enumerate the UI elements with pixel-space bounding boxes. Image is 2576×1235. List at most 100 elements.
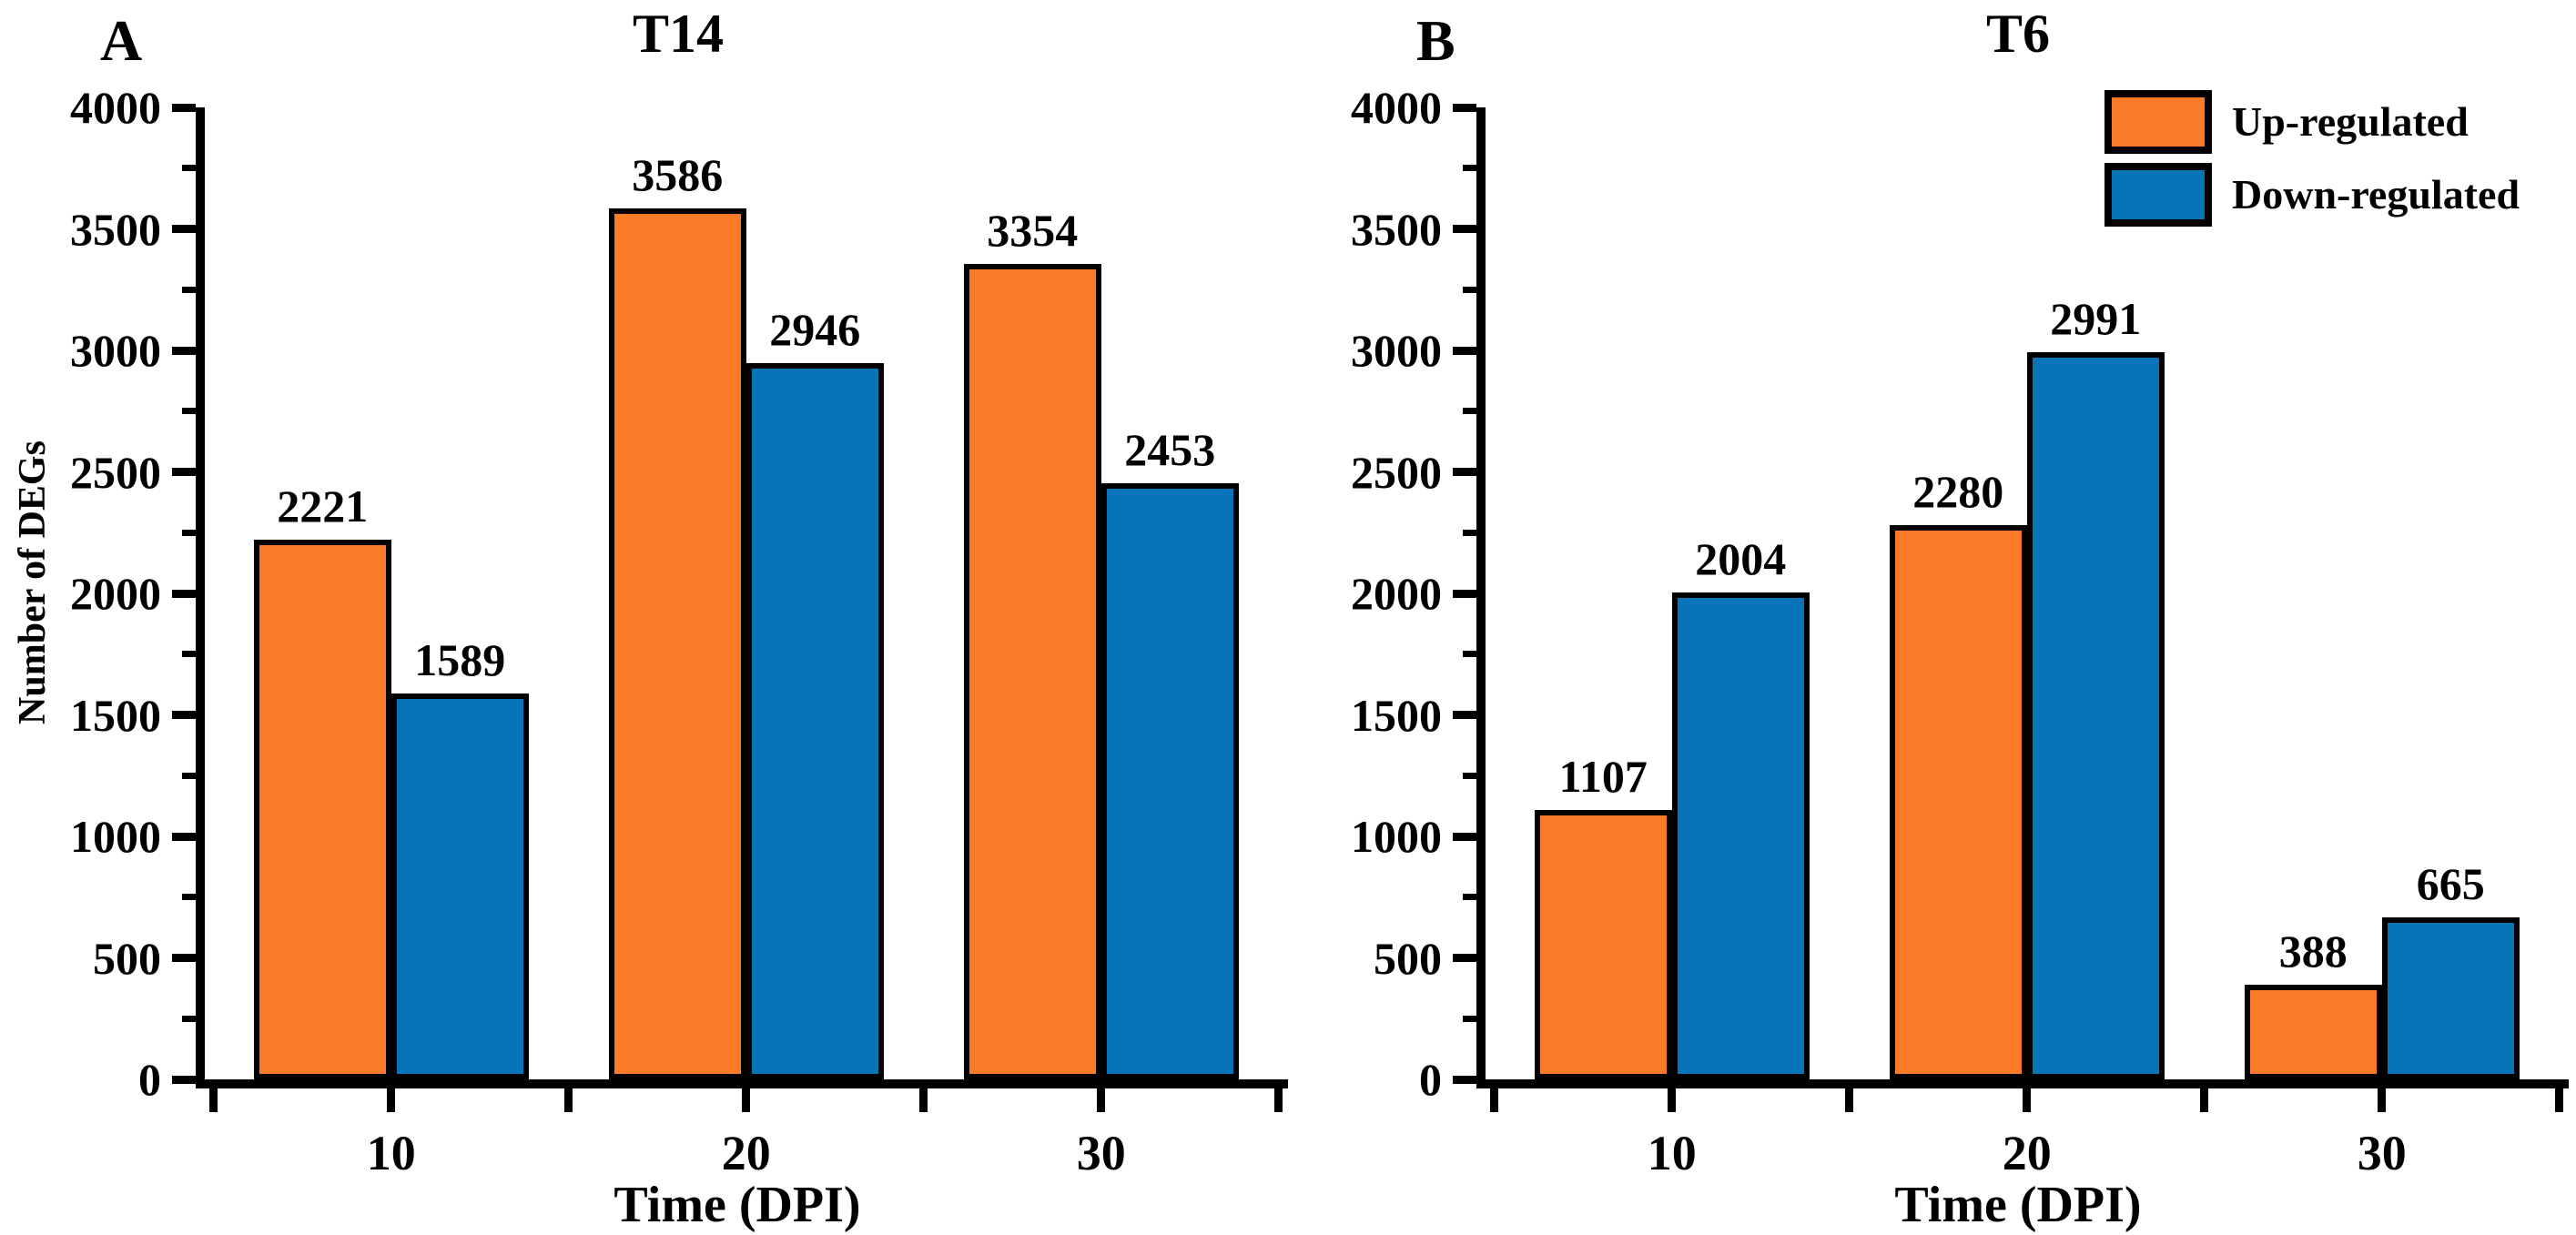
panel-a-title: T14 [632, 4, 725, 64]
panel-a-bar-down-regulated-20dpi-value-label: 2946 [769, 304, 861, 356]
panel-a-x-major-tick [387, 1088, 396, 1112]
panel-a-x-minor-tick [564, 1088, 573, 1112]
panel-a-x-axis-line [196, 1079, 1288, 1088]
legend-label-down-regulated: Down-regulated [2232, 171, 2520, 218]
panel-b-y-minor-tick [1463, 165, 1476, 172]
panel-a-bar-up-regulated-30dpi-value-label: 3354 [987, 205, 1079, 257]
panel-a-y-major-tick [172, 832, 196, 841]
panel-a-x-tick-label: 30 [1076, 1126, 1126, 1180]
panel-b-bar-down-regulated-10dpi-value-label: 2004 [1695, 532, 1787, 584]
panel-b-x-major-tick [2023, 1088, 2032, 1112]
panel-b-y-tick-label: 2000 [1351, 568, 1442, 619]
panel-a-bar-down-regulated-30dpi-value-label: 2453 [1124, 424, 1216, 476]
panel-a-bar-down-regulated-20dpi [745, 363, 884, 1079]
panel-b-bar-down-regulated-20dpi-value-label: 2991 [2050, 293, 2142, 345]
panel-b-y-axis-line [1476, 107, 1486, 1079]
panel-a-y-major-tick [172, 1075, 196, 1084]
legend-label-up-regulated: Up-regulated [2232, 98, 2469, 145]
panel-a-y-major-tick [172, 103, 196, 112]
panel-b-title: T6 [1985, 4, 2051, 64]
panel-a-bar-up-regulated-10dpi-value-label: 2221 [277, 480, 369, 531]
panel-a-bar-down-regulated-30dpi [1100, 483, 1239, 1079]
panel-b-x-minor-tick [2200, 1088, 2209, 1112]
panel-a-x-minor-tick [209, 1088, 218, 1112]
panel-b-x-minor-tick [2555, 1088, 2564, 1112]
panel-a-y-major-tick [172, 225, 196, 233]
panel-b-y-tick-label: 2500 [1351, 446, 1442, 498]
legend-row-down: Down-regulated [2104, 163, 2520, 227]
panel-b-y-major-tick [1453, 589, 1476, 598]
panel-a-y-minor-tick [182, 286, 196, 293]
panel-b-y-tick-label: 3000 [1351, 325, 1442, 376]
panel-a-bar-up-regulated-10dpi [253, 539, 391, 1079]
panel-a-bar-down-regulated-10dpi-value-label: 1589 [414, 633, 506, 685]
panel-b-y-major-tick [1453, 225, 1476, 233]
panel-b-label: B [1416, 8, 1455, 73]
legend-row-up: Up-regulated [2104, 90, 2520, 154]
panel-a-y-tick-label: 2000 [70, 568, 161, 619]
panel-b-x-minor-tick [1845, 1088, 1854, 1112]
panel-a-bar-up-regulated-20dpi-value-label: 3586 [632, 148, 724, 200]
panel-a-y-tick-label: 500 [93, 932, 161, 984]
panel-b-y-major-tick [1453, 103, 1476, 112]
panel-b-x-tick-label: 10 [1647, 1126, 1697, 1180]
panel-b-y-minor-tick [1463, 529, 1476, 536]
panel-a-y-major-tick [172, 589, 196, 598]
panel-b-y-major-tick [1453, 346, 1476, 355]
panel-a-y-major-tick [172, 954, 196, 962]
panel-a-y-tick-label: 3000 [70, 325, 161, 376]
panel-a-y-major-tick [172, 711, 196, 719]
panel-b-bar-up-regulated-30dpi [2244, 985, 2382, 1079]
panel-a-y-tick-label: 1500 [70, 689, 161, 741]
panel-b-y-major-tick [1453, 711, 1476, 719]
panel-b-bar-up-regulated-10dpi [1534, 810, 1672, 1079]
panel-a-bar-up-regulated-20dpi [608, 208, 746, 1079]
panel-a-y-major-tick [172, 346, 196, 355]
panel-b-bar-down-regulated-30dpi [2381, 917, 2520, 1079]
legend: Up-regulated Down-regulated [2104, 90, 2520, 236]
panel-b-y-major-tick [1453, 832, 1476, 841]
panel-a-label: A [100, 8, 143, 73]
panel-b-y-tick-label: 3500 [1351, 203, 1442, 255]
panel-b-y-tick-label: 0 [1419, 1054, 1442, 1105]
panel-a-x-tick-label: 10 [366, 1126, 416, 1180]
panel-a-bar-up-regulated-30dpi [963, 264, 1101, 1079]
panel-b-y-tick-label: 500 [1374, 932, 1442, 984]
panel-b-x-tick-label: 20 [2002, 1126, 2052, 1180]
panel-b-y-tick-label: 1500 [1351, 689, 1442, 741]
panel-a-x-axis-title: Time (DPI) [614, 1177, 861, 1233]
panel-b-bar-up-regulated-20dpi-value-label: 2280 [1912, 466, 2004, 518]
panel-b-y-major-tick [1453, 1075, 1476, 1084]
panel-a-x-tick-label: 20 [721, 1126, 771, 1180]
panel-a-y-axis-line [196, 107, 205, 1079]
panel-b-x-major-tick [2378, 1088, 2387, 1112]
panel-a-y-minor-tick [182, 529, 196, 536]
panel-b-bar-down-regulated-20dpi [2026, 352, 2165, 1079]
panel-b-y-major-tick [1453, 468, 1476, 476]
panel-b-bar-down-regulated-10dpi [1671, 592, 1810, 1079]
panel-b-bar-up-regulated-10dpi-value-label: 1107 [1558, 751, 1648, 803]
panel-a-y-tick-label: 4000 [70, 82, 161, 133]
panel-b-y-minor-tick [1463, 1015, 1476, 1022]
panel-b-bar-up-regulated-30dpi-value-label: 388 [2278, 926, 2348, 977]
panel-b-y-minor-tick [1463, 408, 1476, 415]
panel-b-x-major-tick [1668, 1088, 1677, 1112]
panel-b-y-minor-tick [1463, 772, 1476, 779]
panel-a-y-minor-tick [182, 165, 196, 172]
legend-swatch-down-regulated-icon [2104, 163, 2212, 227]
panel-a-y-major-tick [172, 468, 196, 476]
panel-b-bar-up-regulated-20dpi [1889, 525, 2027, 1079]
panel-b-y-tick-label: 1000 [1351, 811, 1442, 862]
panel-b-y-tick-label: 4000 [1351, 82, 1442, 133]
panel-b-bar-down-regulated-30dpi-value-label: 665 [2416, 858, 2485, 910]
panel-b-y-minor-tick [1463, 894, 1476, 901]
panel-a-y-tick-label: 0 [138, 1054, 161, 1105]
panel-b-x-axis-title: Time (DPI) [1894, 1177, 2142, 1233]
panel-b-x-axis-line [1476, 1079, 2569, 1088]
panel-a-x-minor-tick [1274, 1088, 1283, 1112]
panel-b-x-tick-label: 30 [2357, 1126, 2407, 1180]
panel-a-y-tick-label: 2500 [70, 446, 161, 498]
panel-a-x-major-tick [742, 1088, 751, 1112]
panel-a-y-tick-label: 3500 [70, 203, 161, 255]
